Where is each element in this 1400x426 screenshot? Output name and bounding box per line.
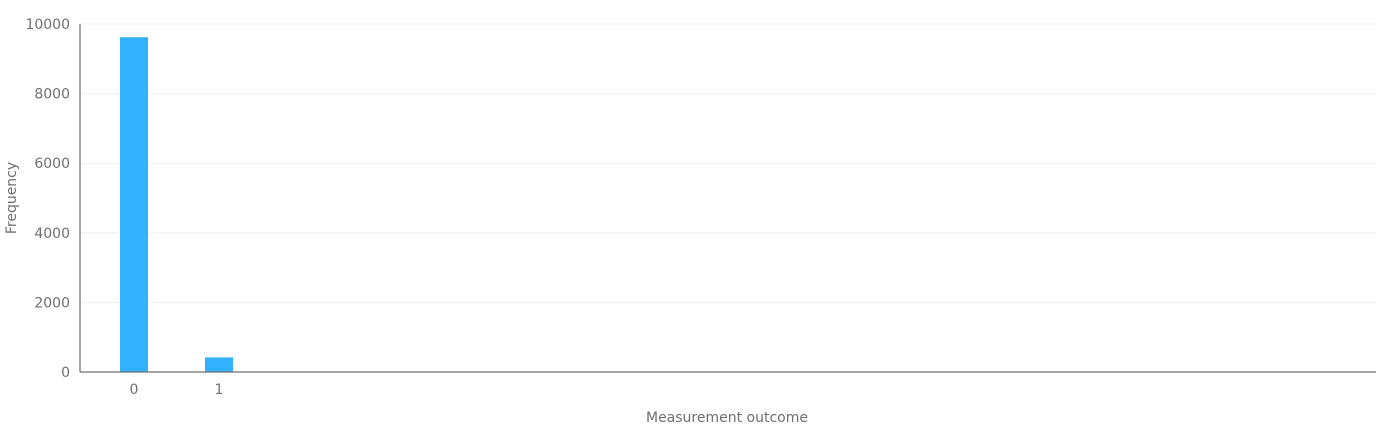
y-tick-label: 10000 [25, 17, 70, 33]
y-tick-label: 6000 [34, 156, 70, 172]
y-axis-title: Frequency [4, 162, 20, 234]
y-tick-label: 0 [61, 365, 70, 381]
x-tick-label: 1 [215, 382, 224, 398]
y-axis-ticks: 0 2000 4000 6000 8000 10000 [25, 17, 70, 381]
y-tick-label: 4000 [34, 226, 70, 242]
x-axis-title: Measurement outcome [646, 410, 808, 426]
x-tick-label: 0 [130, 382, 139, 398]
y-tick-label: 8000 [34, 87, 70, 103]
gridlines [80, 23, 1376, 303]
bars [120, 37, 233, 372]
bar-1[interactable] [205, 357, 233, 372]
bar-0[interactable] [120, 37, 148, 372]
y-tick-label: 2000 [34, 295, 70, 311]
